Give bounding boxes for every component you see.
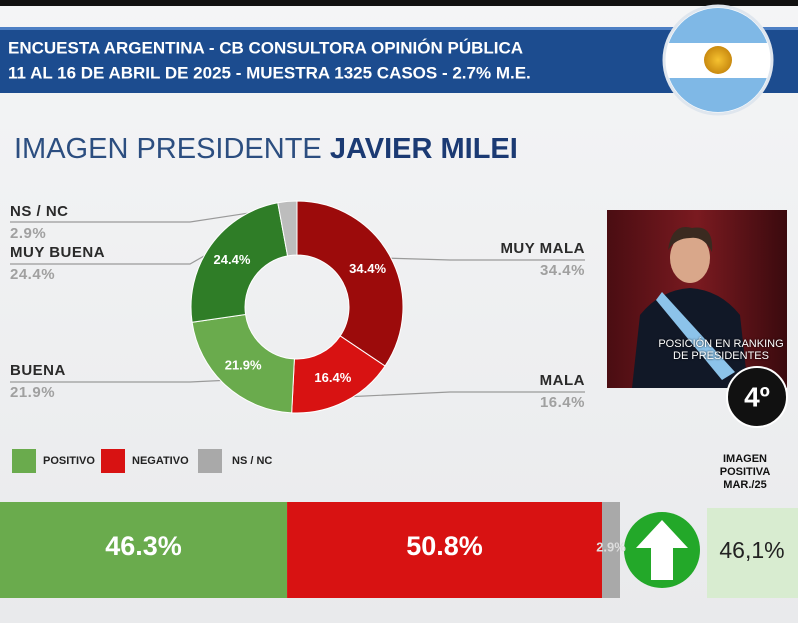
- legend-swatch: [101, 449, 125, 473]
- slice-value: 21.9%: [10, 384, 55, 401]
- up-arrow: [636, 520, 688, 580]
- legend-label: POSITIVO: [43, 455, 95, 467]
- rank-badge: [726, 366, 788, 428]
- comparison-value: 46,1%: [719, 537, 784, 563]
- leader-line: [343, 391, 585, 398]
- slice-value: 34.4%: [540, 262, 585, 279]
- photo-caption: POSICIÓN EN RANKING DE PRESIDENTES: [658, 338, 784, 362]
- slice-label: MALA: [540, 372, 585, 389]
- slice-label: NS / NC: [10, 203, 69, 220]
- legend-swatch: [12, 449, 36, 473]
- slice-inner-label: 16.4%: [314, 370, 351, 385]
- legend-swatch: [198, 449, 222, 473]
- slice-value: 24.4%: [10, 266, 55, 283]
- slice: [296, 200, 404, 367]
- header-edge: [0, 27, 798, 30]
- bar-segment: [602, 502, 620, 598]
- slice-label: MUY MALA: [500, 240, 585, 257]
- title-text: IMAGEN PRESIDENTE: [14, 133, 322, 165]
- slice-label: BUENA: [10, 362, 66, 379]
- slice-inner-label: 21.9%: [225, 358, 262, 373]
- bar-value-label: 46.3%: [105, 531, 182, 561]
- leader-line: [10, 379, 233, 383]
- bar-value-label: 2.9%: [596, 539, 626, 554]
- rank: 4º: [744, 381, 770, 412]
- bar-segment: [287, 502, 603, 598]
- top-strip: [0, 0, 798, 6]
- slice-label: MUY BUENA: [10, 244, 105, 261]
- slice-value: 16.4%: [540, 394, 585, 411]
- slice-value: 2.9%: [10, 225, 46, 242]
- bar-segment: [0, 502, 288, 598]
- slice-inner-label: 24.4%: [214, 252, 251, 267]
- header-line: ENCUESTA ARGENTINA - CB CONSULTORA OPINI…: [8, 38, 523, 57]
- slice: [190, 202, 289, 323]
- title: IMAGEN PRESIDENTE JAVIER MILEI: [14, 133, 518, 166]
- header-line: 11 AL 16 DE ABRIL DE 2025 - MUESTRA 1325…: [8, 63, 531, 82]
- flag: [662, 4, 774, 116]
- slice: [277, 200, 298, 257]
- title-name: JAVIER MILEI: [329, 133, 518, 165]
- photo: [607, 210, 787, 388]
- comparison-box: [707, 508, 798, 598]
- comparison-label: IMAGEN POSITIVA MAR./25: [719, 453, 771, 491]
- legend-label: NS / NC: [232, 455, 272, 467]
- leader-line: [382, 257, 585, 261]
- bar-value-label: 50.8%: [406, 531, 483, 561]
- legend-label: NEGATIVO: [132, 455, 189, 467]
- slice: [191, 313, 295, 414]
- slice-inner-label: 34.4%: [349, 261, 386, 276]
